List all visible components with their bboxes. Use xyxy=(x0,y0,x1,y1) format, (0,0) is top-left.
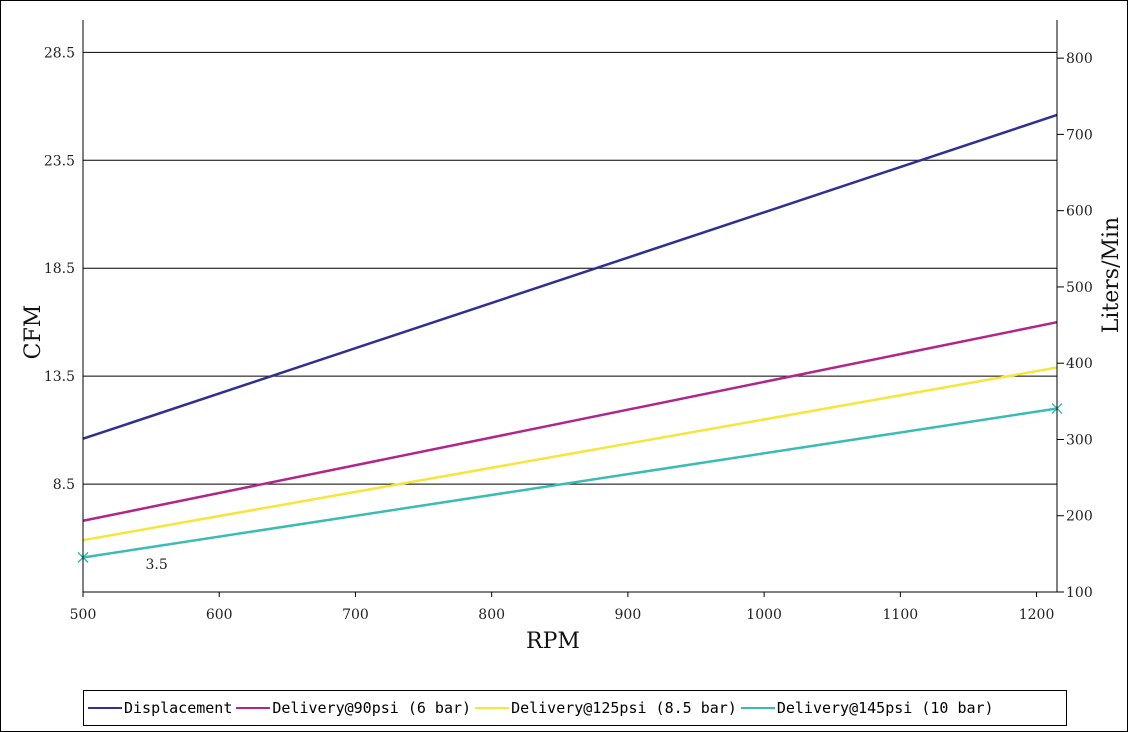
y2-tick-label: 600 xyxy=(1066,204,1093,220)
legend-label: Delivery@90psi (6 bar) xyxy=(272,699,472,717)
chart-legend: Displacement Delivery@90psi (6 bar) Delive… xyxy=(83,690,1067,726)
legend-swatch xyxy=(236,707,271,709)
series-lines xyxy=(77,113,1063,563)
y2-tick-label: 500 xyxy=(1066,280,1093,296)
y-tick-label: 8.5 xyxy=(53,477,75,493)
legend-swatch xyxy=(475,707,510,709)
y2-tick-label: 700 xyxy=(1066,127,1093,143)
y2-tick-label: 800 xyxy=(1066,51,1093,67)
x-axis-title: RPM xyxy=(526,629,580,654)
x-tick-label: 1100 xyxy=(883,607,919,623)
legend-swatch xyxy=(740,707,775,709)
y2-tick-label: 400 xyxy=(1066,356,1093,372)
gridlines xyxy=(83,51,1057,485)
legend-label: Displacement xyxy=(124,699,233,717)
legend-item: Delivery@145psi (10 bar) xyxy=(740,699,994,717)
y-axis-title: CFM xyxy=(21,305,46,360)
x-tick-label: 1000 xyxy=(746,607,782,623)
legend-item: Delivery@125psi (8.5 bar) xyxy=(475,699,737,717)
y-tick-label: 18.5 xyxy=(44,261,75,277)
y2-tick-label: 300 xyxy=(1066,432,1093,448)
axes: 8.5 13.5 18.5 23.5 28.5 500 600 700 800 900 1000 11… xyxy=(44,20,1093,623)
y2-tick-label: 200 xyxy=(1066,509,1093,525)
legend-item: Displacement xyxy=(88,699,232,717)
series-line-2 xyxy=(82,366,1058,542)
y2-axis-title: Liters/Min xyxy=(1099,217,1124,333)
legend-label: Delivery@125psi (8.5 bar) xyxy=(511,699,737,717)
x-tick-label: 500 xyxy=(70,607,97,623)
x-tick-label: 700 xyxy=(342,607,369,623)
x-tick-label: 800 xyxy=(478,607,505,623)
x-tick-label: 1200 xyxy=(1019,607,1055,623)
legend-swatch xyxy=(88,707,122,709)
legend-label: Delivery@145psi (10 bar) xyxy=(776,699,994,717)
annotation-label: 3.5 xyxy=(145,557,167,573)
x-tick-label: 900 xyxy=(615,607,642,623)
y-tick-label: 23.5 xyxy=(44,153,75,169)
series-line-1 xyxy=(82,320,1058,522)
series-line-3 xyxy=(82,407,1058,559)
y-tick-label: 28.5 xyxy=(44,45,75,61)
legend-item: Delivery@90psi (6 bar) xyxy=(236,699,471,717)
y2-tick-label: 100 xyxy=(1066,585,1093,601)
series-line-0 xyxy=(82,113,1058,440)
x-tick-label: 600 xyxy=(206,607,233,623)
line-chart: 8.5 13.5 18.5 23.5 28.5 500 600 700 800 900 1000 11… xyxy=(21,20,1124,654)
y-tick-label: 13.5 xyxy=(44,369,75,385)
